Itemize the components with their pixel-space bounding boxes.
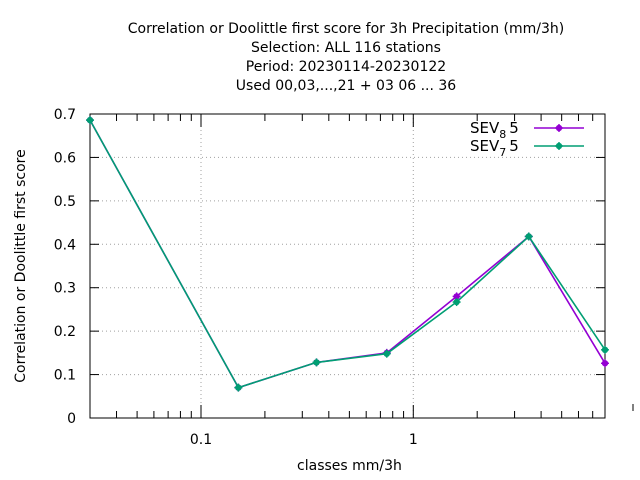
chart-title: Correlation or Doolittle first score for…	[128, 21, 565, 94]
y-tick-label: 0.4	[54, 237, 76, 253]
series-line	[89, 119, 606, 389]
legend-marker	[555, 124, 563, 132]
title-line: Used 00,03,...,21 + 03 06 ... 36	[236, 78, 457, 94]
legend-marker	[555, 142, 563, 150]
x-tick-label: 0.1	[190, 432, 212, 448]
y-tick-label: 0.6	[54, 150, 76, 166]
y-tick-label: 0.5	[54, 194, 76, 210]
data-point	[312, 358, 321, 367]
title-line: Period: 20230114-20230122	[246, 59, 446, 75]
series	[86, 116, 609, 392]
x-tick-labels: 0.1 1	[190, 432, 418, 448]
y-tick-labels: 0 0.1 0.2 0.3 0.4 0.5 0.6 0.7	[54, 107, 76, 427]
y-tick-label: 0.3	[54, 281, 76, 297]
y-tick-label: 0	[67, 411, 76, 427]
title-line: Correlation or Doolittle first score for…	[128, 21, 565, 37]
series-line	[89, 119, 606, 389]
data-point	[524, 232, 533, 241]
legend-label: SEV7 5	[470, 137, 519, 159]
axis-ticks	[90, 113, 634, 419]
legend-entry: SEV8 5	[470, 119, 584, 141]
series-sev75	[86, 116, 609, 392]
y-axis-label: Correlation or Doolittle first score	[13, 149, 29, 382]
plot-frame	[89, 113, 606, 419]
x-axis-label: classes mm/3h	[297, 458, 402, 474]
grid	[90, 114, 605, 418]
data-point	[382, 349, 391, 358]
data-point	[86, 116, 94, 125]
y-tick-label: 0.2	[54, 324, 76, 340]
data-point	[234, 383, 243, 392]
y-tick-label: 0.1	[54, 368, 76, 384]
data-point	[452, 298, 461, 307]
legend-entry: SEV7 5	[470, 137, 584, 159]
y-tick-label: 0.7	[54, 107, 76, 123]
title-line: Selection: ALL 116 stations	[251, 40, 441, 56]
legend-label: SEV8 5	[470, 119, 519, 141]
x-tick-label: 1	[409, 432, 418, 448]
data-point	[601, 359, 609, 368]
data-point	[601, 345, 609, 354]
